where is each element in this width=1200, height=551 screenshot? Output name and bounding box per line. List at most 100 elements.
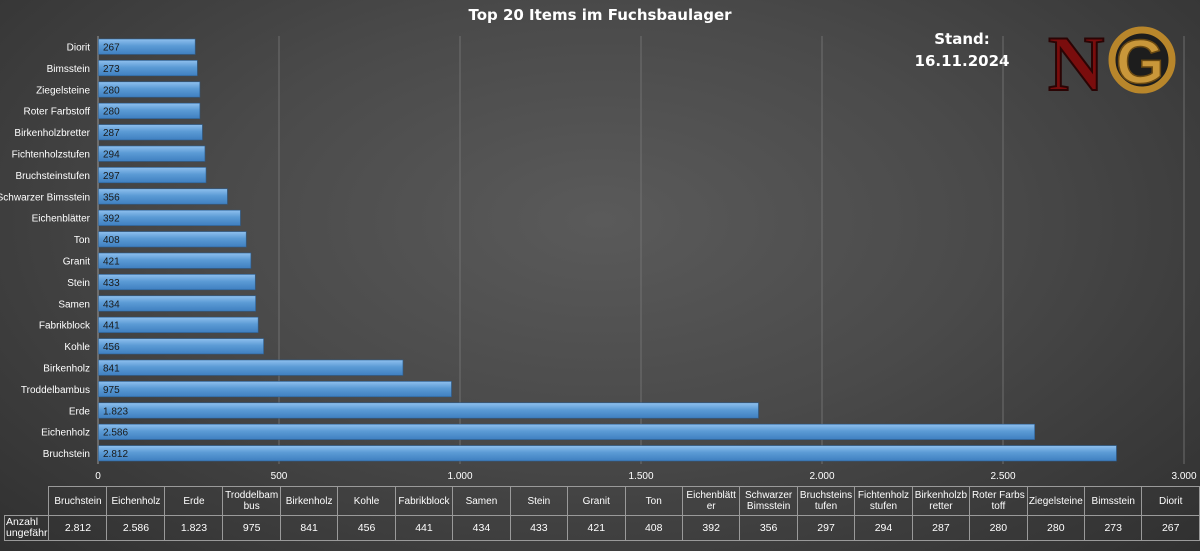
category-label: Erde <box>69 406 91 417</box>
bar-value-label: 841 <box>103 364 120 375</box>
category-label: Fichtenholzstufen <box>12 150 90 161</box>
bar-value-label: 273 <box>103 64 120 75</box>
ng-logo: N G <box>1047 26 1176 94</box>
x-tick-label: 1.000 <box>447 471 472 482</box>
bar-value-label: 280 <box>103 107 120 118</box>
category-label: Troddelbambus <box>21 385 90 396</box>
table-header-cell: Bruchstein <box>48 486 108 516</box>
table-header-cell: Stein <box>509 486 569 516</box>
bar-value-label: 441 <box>103 321 120 332</box>
table-value-cell: 294 <box>854 515 913 541</box>
table-value-cell: 2.586 <box>106 515 166 541</box>
table-header-cell: Eichenholz <box>106 486 166 516</box>
x-tick-label: 2.500 <box>990 471 1015 482</box>
table-header-cell: Bimsstein <box>1084 486 1143 516</box>
bar <box>98 381 452 398</box>
table-value-cell: 408 <box>624 515 683 541</box>
x-tick-label: 2.000 <box>809 471 834 482</box>
x-tick-label: 3.000 <box>1171 471 1196 482</box>
logo-letter-n: N <box>1048 26 1104 94</box>
category-label: Bimsstein <box>47 64 90 75</box>
bar-value-label: 287 <box>103 128 120 139</box>
bar <box>98 445 1117 462</box>
table-value-cell: 280 <box>1026 515 1086 541</box>
table-header-cell: Schwarzer Bimsstein <box>739 486 798 516</box>
category-label: Roter Farbstoff <box>23 107 90 118</box>
gridlines <box>97 36 1185 464</box>
bar <box>98 209 241 226</box>
category-label: Kohle <box>64 342 90 353</box>
category-label: Bruchsteinstufen <box>16 171 91 182</box>
bar-value-label: 433 <box>103 278 120 289</box>
table-value-cell: 267 <box>1141 515 1200 541</box>
table-value-row: Anzahl ungefähr 2.812 2.586 1.823 975 841 456… <box>3 515 1200 541</box>
bar <box>98 338 264 355</box>
bar-value-label: 434 <box>103 299 120 310</box>
bar <box>98 231 247 248</box>
bar <box>98 102 201 119</box>
bar <box>98 60 198 77</box>
category-label: Birkenholzbretter <box>14 128 90 139</box>
bar <box>98 402 759 419</box>
bar-value-label: 975 <box>103 385 120 396</box>
table-header-cell: Erde <box>164 486 224 516</box>
bar-value-label: 280 <box>103 85 120 96</box>
table-header-cell: Fabrikblock <box>394 486 454 516</box>
bar-value-label: 2.586 <box>103 428 128 439</box>
x-tick-label: 0 <box>95 471 101 482</box>
bar <box>98 81 201 98</box>
bar <box>98 274 256 291</box>
table-value-cell: 433 <box>509 515 569 541</box>
bar-value-label: 408 <box>103 235 120 246</box>
bar <box>98 124 203 141</box>
bar-value-label: 392 <box>103 214 120 225</box>
category-label: Fabrikblock <box>39 321 91 332</box>
logo-letter-g: G <box>1116 28 1164 94</box>
table-header-cell: Fichtenholzstufen <box>854 486 913 516</box>
bar-value-label: 2.812 <box>103 449 128 460</box>
bar <box>98 38 196 55</box>
table-corner <box>5 487 49 516</box>
bar-value-label: 294 <box>103 150 120 161</box>
category-label: Bruchstein <box>43 449 90 460</box>
table-header-cell: Eichenblätter <box>681 486 741 516</box>
bar <box>98 252 252 269</box>
table-value-cell: 287 <box>911 515 971 541</box>
category-label: Ziegelsteine <box>36 85 90 96</box>
table-value-cell: 441 <box>394 515 454 541</box>
bar-chart: 2.812 2.586 1.823 975 841 456 441 434 433 421 408 3… <box>0 36 1196 482</box>
category-label: Eichenholz <box>41 428 90 439</box>
table-value-cell: 297 <box>796 515 856 541</box>
bar-value-label: 1.823 <box>103 406 128 417</box>
table-header-cell: Granit <box>567 486 626 516</box>
category-label: Stein <box>67 278 90 289</box>
table-header-cell: Birkenholz <box>279 486 339 516</box>
table-value-cell: 975 <box>222 515 281 541</box>
table-value-cell: 280 <box>969 515 1028 541</box>
stand-label: Stand: <box>934 30 990 48</box>
table-header-cell: Troddelbambus <box>222 486 281 516</box>
table-header-cell: Ton <box>624 486 683 516</box>
bar-value-label: 456 <box>103 342 120 353</box>
table-header-cell: Samen <box>452 486 511 516</box>
table-value-cell: 1.823 <box>164 515 224 541</box>
stand-date: Stand: 16.11.2024 <box>912 28 1012 72</box>
category-label: Eichenblätter <box>32 214 91 225</box>
table-header-cell: Ziegelsteine <box>1026 486 1086 516</box>
bar <box>98 316 259 333</box>
table-value-cell: 421 <box>567 515 626 541</box>
bar-value-label: 297 <box>103 171 120 182</box>
category-label: Samen <box>58 299 90 310</box>
category-labels: Bruchstein Eichenholz Erde Troddelbambus Bir… <box>0 43 91 461</box>
bars: 2.812 2.586 1.823 975 841 456 441 434 433 421 408 3… <box>98 38 1117 462</box>
table-value-cell: 273 <box>1084 515 1143 541</box>
table-header-cell: Bruchsteinstufen <box>796 486 856 516</box>
table-header-row: Bruchstein Eichenholz Erde Troddelbambus Bir… <box>5 486 1200 516</box>
bar-value-label: 356 <box>103 192 120 203</box>
table-value-cell: 434 <box>452 515 511 541</box>
bar <box>98 145 206 162</box>
table-value-cell: 456 <box>337 515 396 541</box>
category-label: Diorit <box>67 43 91 54</box>
category-label: Ton <box>74 235 90 246</box>
bar <box>98 167 207 184</box>
